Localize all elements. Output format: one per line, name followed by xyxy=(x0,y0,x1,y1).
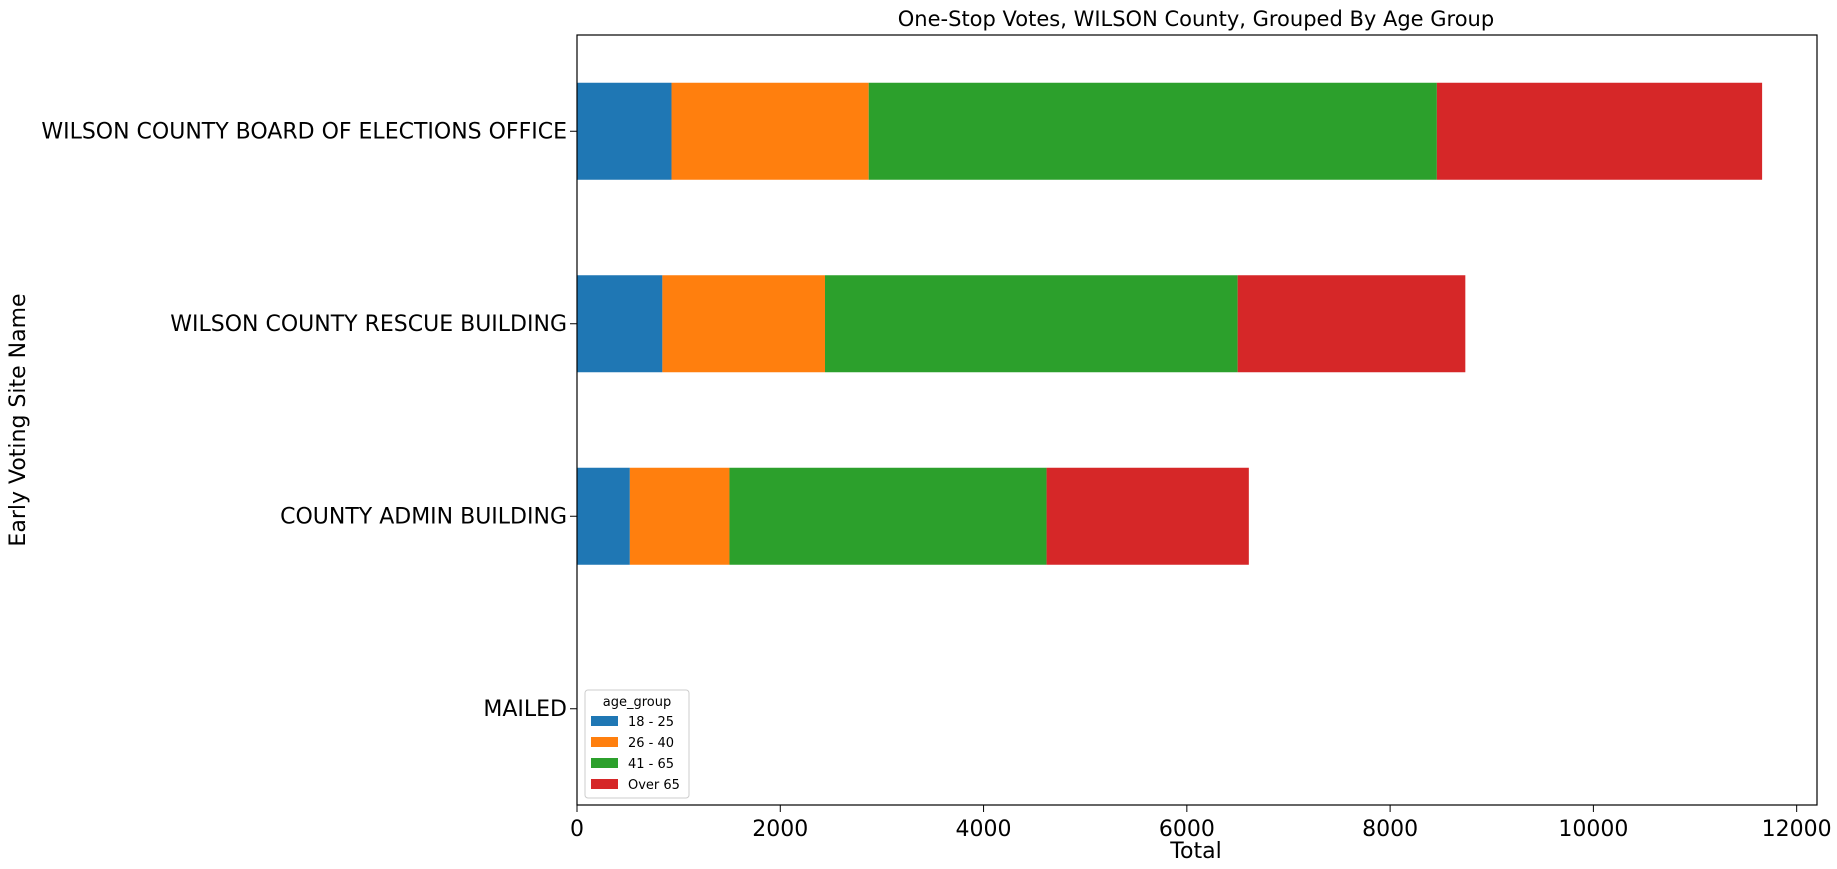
y-tick-label: COUNTY ADMIN BUILDING xyxy=(280,504,567,529)
x-tick-label: 10000 xyxy=(1558,817,1628,842)
bar-2-1 xyxy=(729,467,1047,565)
legend-swatch xyxy=(591,779,618,789)
x-axis-label: Total xyxy=(1169,839,1221,864)
legend-label: 26 - 40 xyxy=(628,736,674,751)
bar-1-3 xyxy=(671,82,869,180)
legend: age_group 18 - 25 26 - 40 41 - 65 Over 65 xyxy=(584,689,690,799)
bar-1-2 xyxy=(662,275,825,373)
y-tick-label: WILSON COUNTY RESCUE BUILDING xyxy=(170,312,567,337)
bar-3-1 xyxy=(1046,467,1249,565)
x-tick-label: 4000 xyxy=(956,817,1012,842)
legend-label: Over 65 xyxy=(628,778,680,793)
plot-frame xyxy=(576,34,1818,806)
bar-0-3 xyxy=(577,82,672,180)
x-tick-label: 12000 xyxy=(1762,817,1832,842)
x-tick-label: 0 xyxy=(570,817,584,842)
legend-swatch xyxy=(591,758,618,768)
y-axis-label: Early Voting Site Name xyxy=(6,293,31,546)
legend-swatch xyxy=(591,737,618,747)
bar-0-1 xyxy=(577,467,630,565)
bars-layer xyxy=(577,82,1763,565)
bar-0-2 xyxy=(577,275,663,373)
x-tick-label: 8000 xyxy=(1362,817,1418,842)
x-tick-label: 6000 xyxy=(1159,817,1215,842)
legend-label: 41 - 65 xyxy=(628,757,674,772)
legend-title: age_group xyxy=(603,695,671,710)
bar-3-3 xyxy=(1436,82,1763,180)
y-tick-label: MAILED xyxy=(483,697,567,722)
legend-swatch xyxy=(591,716,618,726)
bar-3-2 xyxy=(1237,275,1466,373)
bar-2-3 xyxy=(868,82,1437,180)
chart-title: One-Stop Votes, WILSON County, Grouped B… xyxy=(898,7,1494,31)
y-tick-label: WILSON COUNTY BOARD OF ELECTIONS OFFICE xyxy=(41,119,567,144)
legend-label: 18 - 25 xyxy=(628,715,674,730)
bar-2-2 xyxy=(825,275,1238,373)
y-ticks-layer: MAILED COUNTY ADMIN BUILDING WILSON COUNTY… xyxy=(41,119,577,722)
x-tick-label: 2000 xyxy=(752,817,808,842)
x-ticks-layer: 0 2000 4000 6000 8000 10000 12000 xyxy=(570,805,1832,842)
bar-1-1 xyxy=(629,467,730,565)
